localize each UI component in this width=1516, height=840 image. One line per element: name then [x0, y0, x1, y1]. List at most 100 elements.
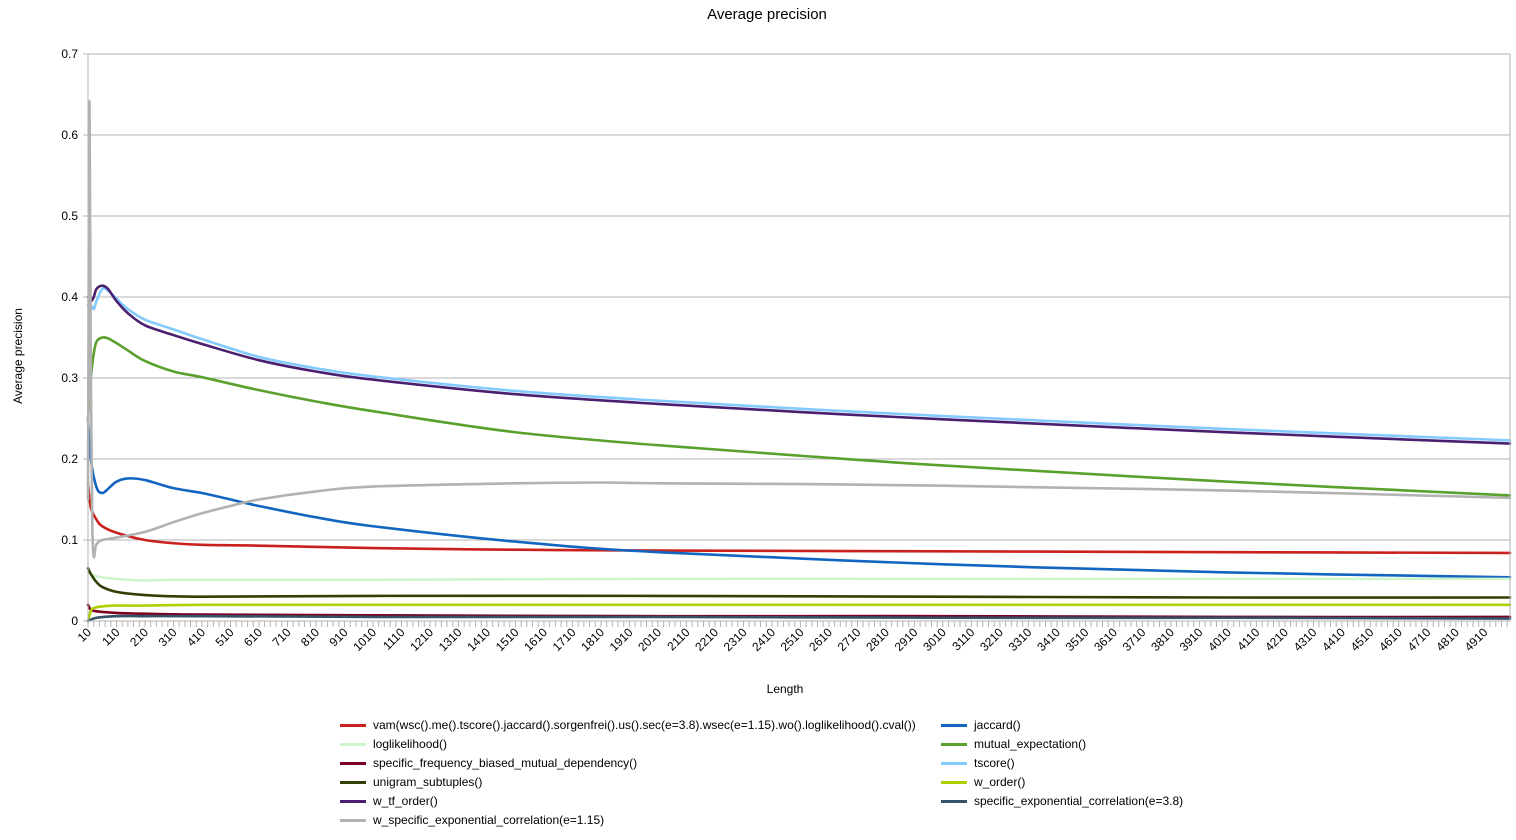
- x-tick-label: 1410: [464, 625, 493, 654]
- y-tick-label: 0.7: [61, 47, 78, 61]
- x-tick-label: 2910: [892, 625, 921, 654]
- y-tick-label: 0.1: [61, 533, 78, 547]
- legend-swatch: [340, 761, 366, 765]
- x-tick-label: 3110: [949, 625, 977, 653]
- x-tick-label: 2110: [664, 625, 692, 653]
- series-line-8: [86, 603, 1512, 623]
- x-tick-label: 4510: [1348, 625, 1377, 654]
- legend-item: tscore(): [941, 754, 1015, 772]
- x-tick-label: 1710: [550, 625, 579, 654]
- series-line-5: [86, 603, 1512, 619]
- x-tick-label: 1610: [521, 625, 550, 654]
- x-tick-label: 2510: [778, 625, 807, 654]
- legend-item: mutual_expectation(): [941, 735, 1086, 753]
- x-tick-label: 2210: [692, 625, 721, 654]
- chart-title: Average precision: [707, 6, 827, 23]
- x-tick-label: 510: [213, 625, 237, 649]
- x-tick-label: 4410: [1319, 625, 1348, 654]
- legend-item: jaccard(): [941, 716, 1021, 734]
- legend-swatch: [941, 723, 967, 727]
- series-line-6: [86, 286, 1512, 442]
- y-tick-label: 0.4: [61, 290, 78, 304]
- x-tick-label: 3710: [1120, 625, 1149, 654]
- x-tick-label: 2610: [806, 625, 835, 654]
- x-tick-label: 310: [156, 625, 180, 649]
- x-tick-label: 3010: [920, 625, 949, 654]
- legend-label: mutual_expectation(): [974, 737, 1087, 751]
- x-tick-label: 1810: [578, 625, 607, 654]
- y-tick-label: 0.5: [61, 209, 78, 223]
- legend-item: w_specific_exponential_correlation(e=1.1…: [340, 811, 604, 829]
- x-tick-label: 3410: [1034, 625, 1063, 654]
- legend-swatch: [941, 761, 967, 765]
- y-tick-label: 0.2: [61, 452, 78, 466]
- legend-swatch: [340, 780, 366, 784]
- y-tick-label: 0.3: [61, 371, 78, 385]
- legend-swatch: [340, 723, 366, 727]
- legend-swatch: [340, 818, 366, 822]
- series-line-1: [86, 482, 1512, 555]
- legend-swatch: [340, 742, 366, 746]
- y-tick-label: 0.6: [61, 128, 78, 142]
- legend-label: w_tf_order(): [373, 794, 438, 808]
- x-tick-label: 4610: [1376, 625, 1405, 654]
- x-tick-label: 4910: [1462, 625, 1491, 654]
- series-line-7: [86, 567, 1512, 599]
- series-line-2: [86, 417, 1512, 579]
- legend-label: vam(wsc().me().tscore().jaccard().sorgen…: [373, 718, 916, 732]
- legend-item: loglikelihood(): [340, 735, 447, 753]
- legend-label: loglikelihood(): [373, 737, 448, 751]
- x-tick-label: 3510: [1063, 625, 1092, 654]
- x-axis-label: Length: [767, 682, 804, 696]
- x-tick-label: 3610: [1091, 625, 1120, 654]
- x-tick-label: 1010: [350, 625, 379, 654]
- x-tick-label: 1310: [436, 625, 465, 654]
- x-tick-label: 110: [99, 625, 123, 649]
- legend-label: tscore(): [974, 756, 1015, 770]
- legend-label: jaccard(): [974, 718, 1021, 732]
- x-tick-label: 210: [127, 625, 151, 649]
- x-tick-label: 4210: [1262, 625, 1291, 654]
- x-tick-label: 1210: [407, 625, 436, 654]
- x-tick-label: 3810: [1148, 625, 1177, 654]
- x-tick-label: 610: [241, 625, 265, 649]
- legend-label: specific_exponential_correlation(e=3.8): [974, 794, 1184, 808]
- x-tick-label: 4110: [1234, 625, 1262, 653]
- x-tick-label: 2010: [635, 625, 664, 654]
- x-tick-label: 810: [298, 625, 322, 649]
- y-axis-label: Average precision: [11, 308, 25, 404]
- series-line-4: [86, 335, 1512, 497]
- x-tick-label: 710: [270, 625, 294, 649]
- x-tick-label: 3910: [1177, 625, 1206, 654]
- legend-swatch: [941, 742, 967, 746]
- series-line-11: [86, 100, 1512, 559]
- x-tick-label: 3310: [1006, 625, 1035, 654]
- legend-label: specific_frequency_biased_mutual_depende…: [373, 756, 638, 770]
- y-tick-label: 0: [71, 614, 78, 628]
- legend-item: unigram_subtuples(): [340, 773, 482, 791]
- legend-item: w_order(): [941, 773, 1025, 791]
- x-tick-label: 4810: [1433, 625, 1462, 654]
- x-tick-label: 1110: [380, 625, 408, 653]
- series-line-10: [86, 614, 1512, 623]
- x-tick-label: 910: [327, 625, 351, 649]
- legend-label: w_order(): [974, 775, 1026, 789]
- legend-swatch: [340, 799, 366, 803]
- x-tick-label: 1510: [493, 625, 522, 654]
- x-tick-label: 1910: [607, 625, 636, 654]
- series-lines: [86, 100, 1512, 623]
- legend-swatch: [941, 780, 967, 784]
- legend-label: w_specific_exponential_correlation(e=1.1…: [373, 813, 605, 827]
- legend-item: specific_frequency_biased_mutual_depende…: [340, 754, 637, 772]
- x-tick-label: 4010: [1205, 625, 1234, 654]
- x-tick-label: 4310: [1291, 625, 1320, 654]
- x-tick-label: 410: [184, 625, 208, 649]
- legend-item: w_tf_order(): [340, 792, 438, 810]
- series-line-9: [86, 284, 1512, 445]
- legend-label: unigram_subtuples(): [373, 775, 483, 789]
- legend-item: specific_exponential_correlation(e=3.8): [941, 792, 1183, 810]
- x-tick-label: 4710: [1405, 625, 1434, 654]
